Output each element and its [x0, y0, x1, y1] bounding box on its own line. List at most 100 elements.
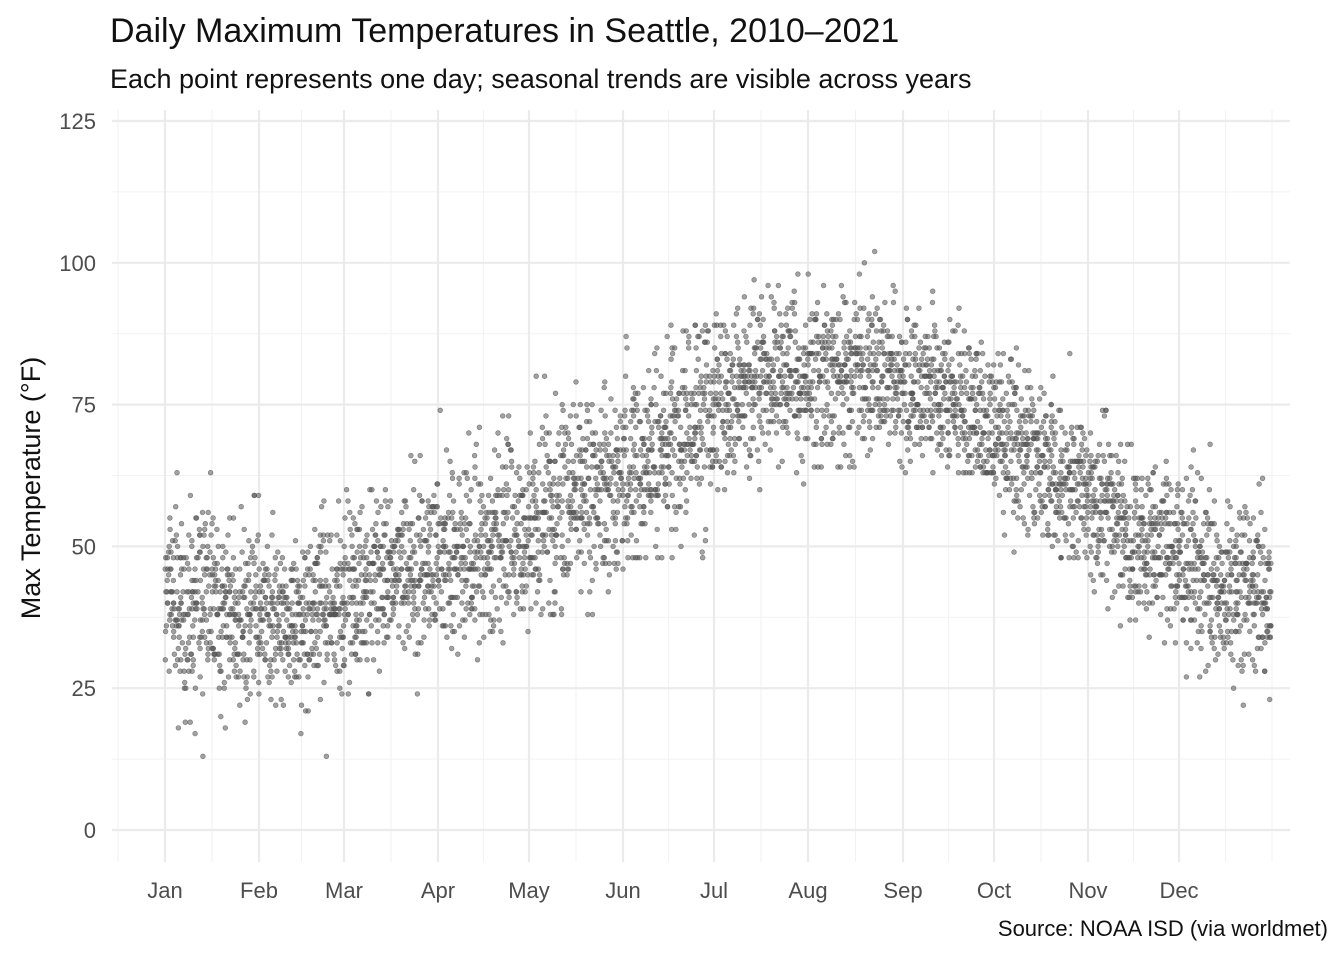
data-point — [347, 509, 353, 516]
data-point — [768, 356, 775, 362]
data-point — [425, 560, 431, 567]
data-point — [1081, 435, 1088, 442]
data-point — [431, 594, 437, 601]
data-point — [853, 311, 859, 317]
data-point — [542, 532, 549, 538]
data-point — [1156, 532, 1163, 538]
data-point — [517, 475, 523, 481]
data-point — [567, 413, 574, 419]
data-point — [910, 413, 916, 419]
data-point — [1096, 441, 1103, 447]
data-point — [624, 492, 631, 499]
data-point — [1037, 470, 1043, 476]
data-point — [1255, 532, 1261, 538]
data-point — [823, 350, 829, 357]
data-point — [1028, 441, 1034, 447]
data-point — [680, 328, 686, 334]
data-point — [1241, 651, 1248, 657]
data-point — [1093, 504, 1099, 510]
data-point — [567, 520, 574, 527]
data-point — [552, 390, 559, 396]
data-point — [1145, 481, 1151, 487]
data-point — [1263, 560, 1269, 567]
data-point — [1208, 566, 1215, 572]
data-point — [845, 356, 851, 362]
data-point — [394, 526, 401, 533]
data-point — [989, 452, 996, 459]
data-point — [368, 549, 374, 555]
data-point — [488, 566, 494, 572]
data-point — [563, 424, 569, 430]
data-point — [256, 640, 262, 646]
data-point — [1242, 577, 1248, 584]
data-point — [1052, 532, 1058, 538]
data-point — [269, 634, 275, 640]
data-point — [877, 316, 884, 323]
data-point — [689, 396, 695, 402]
data-point — [685, 413, 692, 419]
data-point — [872, 311, 879, 317]
data-point — [692, 322, 698, 328]
data-point — [412, 606, 418, 612]
data-point — [636, 475, 642, 481]
data-point — [1230, 617, 1237, 623]
data-point — [414, 611, 421, 618]
data-point — [248, 617, 254, 623]
data-point — [399, 594, 406, 601]
data-point — [199, 509, 206, 516]
data-point — [819, 441, 825, 447]
data-point — [669, 492, 675, 499]
data-point — [262, 594, 269, 601]
data-point — [467, 543, 473, 550]
data-point — [812, 316, 819, 323]
data-point — [756, 413, 762, 419]
data-point — [1249, 560, 1255, 567]
data-point — [1036, 492, 1043, 499]
data-point — [1069, 487, 1076, 493]
data-point — [295, 600, 302, 606]
data-point — [329, 566, 335, 572]
data-point — [171, 651, 178, 657]
data-point — [188, 651, 194, 657]
data-point — [813, 441, 819, 447]
data-point — [412, 651, 418, 657]
data-point — [491, 617, 497, 623]
data-point — [851, 316, 857, 323]
data-point — [1106, 526, 1113, 533]
data-point — [547, 487, 553, 493]
data-point — [587, 589, 593, 595]
data-point — [841, 441, 847, 447]
data-point — [452, 520, 458, 527]
data-point — [189, 537, 195, 544]
data-point — [880, 396, 886, 402]
data-point — [1001, 532, 1008, 538]
data-point — [875, 384, 881, 391]
data-point — [1093, 498, 1100, 504]
data-point — [1024, 452, 1031, 459]
data-point — [163, 589, 169, 595]
data-point — [435, 566, 441, 572]
data-point — [692, 430, 699, 436]
data-point — [1145, 543, 1151, 550]
data-point — [958, 350, 965, 357]
data-point — [454, 549, 460, 555]
data-point — [1059, 492, 1066, 499]
data-point — [1112, 532, 1118, 538]
data-point — [1088, 452, 1094, 459]
data-point — [597, 532, 603, 538]
data-point — [392, 577, 398, 584]
data-point — [703, 362, 710, 368]
data-point — [247, 554, 254, 561]
data-point — [217, 662, 223, 669]
data-point — [331, 651, 337, 657]
data-point — [750, 311, 756, 317]
data-point — [957, 362, 963, 368]
data-point — [1190, 594, 1197, 601]
data-point — [353, 611, 359, 618]
data-point — [1124, 441, 1131, 447]
data-point — [752, 401, 758, 408]
data-point — [1121, 543, 1127, 550]
data-point — [187, 492, 194, 499]
data-point — [337, 537, 343, 544]
data-point — [1227, 640, 1234, 646]
